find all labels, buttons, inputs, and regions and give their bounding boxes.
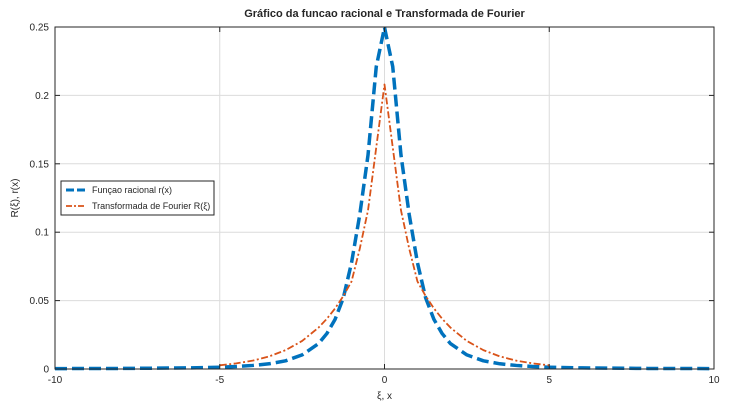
legend-box [60,180,215,216]
legend: Funçao racional r(x) Transformada de Fou… [60,180,215,216]
x-tick-label: 5 [546,375,552,386]
chart-title: Gráfico da funcao racional e Transformad… [244,8,525,20]
y-tick-label: 0.05 [30,296,50,307]
y-tick-label: 0 [43,365,49,376]
y-tick-label: 0.2 [35,91,49,102]
x-tick-label: -5 [215,375,224,386]
x-axis-label: ξ, x [377,391,392,402]
ticks: -10 -5 0 5 10 0 0.05 0.1 0.15 0.2 0.25 [30,23,720,387]
legend-label-rational: Funçao racional r(x) [92,185,172,195]
series-lines [54,25,715,371]
x-tick-label: 0 [382,375,388,386]
x-tick-label: -10 [48,375,63,386]
y-tick-label: 0.15 [30,159,50,170]
y-axis-label: R(ξ), r(x) [10,179,21,218]
legend-label-fourier: Transformada de Fourier R(ξ) [92,201,210,211]
y-tick-label: 0.25 [30,23,50,34]
series-line-fourier [219,83,550,367]
x-tick-label: 10 [708,375,720,386]
y-tick-label: 0.1 [35,228,49,239]
series-line-rational [54,25,715,371]
